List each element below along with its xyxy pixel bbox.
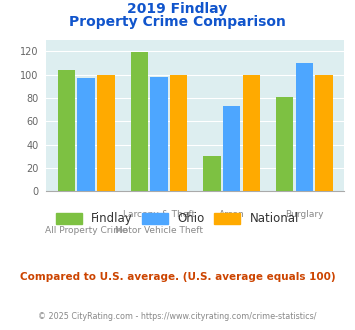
Text: All Property Crime: All Property Crime — [45, 226, 127, 235]
Legend: Findlay, Ohio, National: Findlay, Ohio, National — [51, 208, 304, 230]
Text: © 2025 CityRating.com - https://www.cityrating.com/crime-statistics/: © 2025 CityRating.com - https://www.city… — [38, 312, 317, 321]
Bar — [170, 75, 187, 191]
Bar — [242, 75, 260, 191]
Bar — [276, 97, 294, 191]
Bar — [223, 106, 240, 191]
Text: Larceny & Theft: Larceny & Theft — [123, 210, 195, 218]
Bar — [58, 70, 75, 191]
Bar — [150, 77, 168, 191]
Text: Property Crime Comparison: Property Crime Comparison — [69, 15, 286, 29]
Bar — [315, 75, 333, 191]
Bar — [296, 63, 313, 191]
Text: Arson: Arson — [219, 210, 245, 218]
Text: Compared to U.S. average. (U.S. average equals 100): Compared to U.S. average. (U.S. average … — [20, 272, 335, 282]
Bar — [131, 52, 148, 191]
Bar — [203, 156, 221, 191]
Bar — [97, 75, 115, 191]
Text: 2019 Findlay: 2019 Findlay — [127, 2, 228, 16]
Text: Burglary: Burglary — [285, 210, 324, 218]
Text: Motor Vehicle Theft: Motor Vehicle Theft — [115, 226, 203, 235]
Bar — [77, 78, 95, 191]
